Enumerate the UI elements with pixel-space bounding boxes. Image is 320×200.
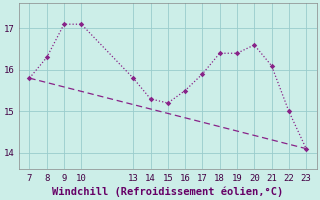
X-axis label: Windchill (Refroidissement éolien,°C): Windchill (Refroidissement éolien,°C) [52,186,284,197]
